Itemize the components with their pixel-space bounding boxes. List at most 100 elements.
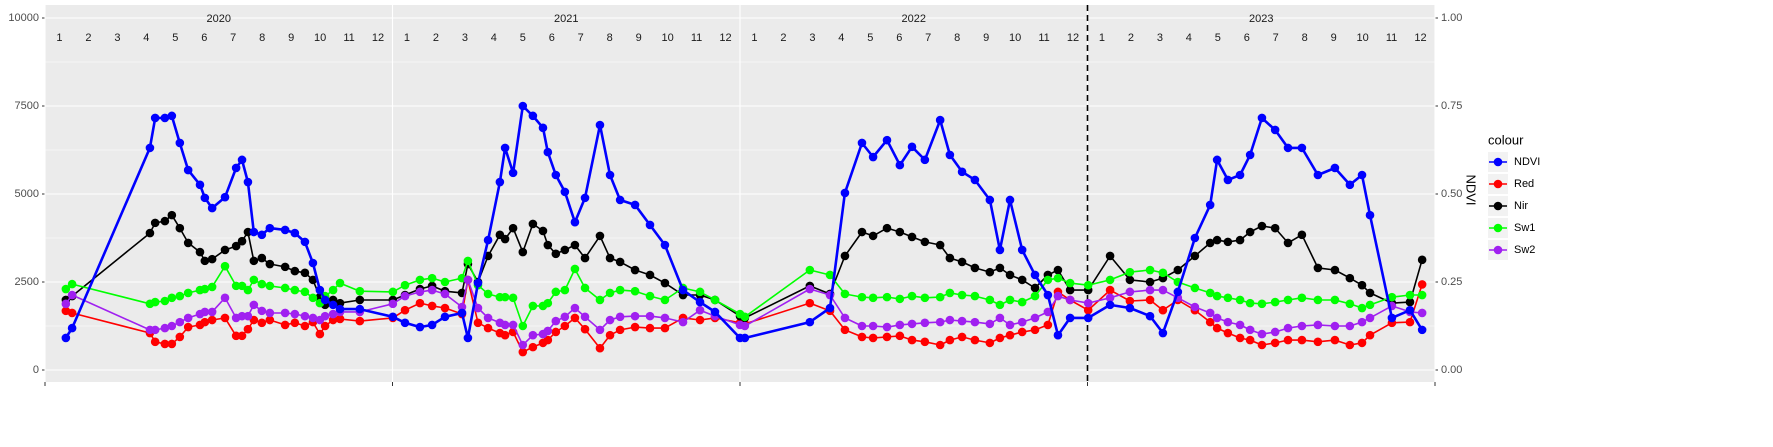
data-point xyxy=(740,312,750,322)
data-point xyxy=(1345,321,1355,331)
data-point xyxy=(500,143,510,153)
month-label: 10 xyxy=(314,32,326,44)
data-point xyxy=(945,335,955,345)
y2-tick-label: 0.25 xyxy=(1441,276,1462,288)
data-point xyxy=(508,293,518,303)
data-point xyxy=(308,313,318,323)
data-point xyxy=(1053,273,1063,283)
data-point xyxy=(1017,327,1027,337)
data-point xyxy=(473,318,483,328)
data-point xyxy=(1417,290,1427,300)
legend-point xyxy=(1493,245,1503,255)
data-point xyxy=(415,287,425,297)
data-point xyxy=(1083,313,1093,323)
data-point xyxy=(1030,283,1040,293)
data-point xyxy=(1330,335,1340,345)
month-label: 8 xyxy=(607,32,613,44)
data-point xyxy=(1205,288,1215,298)
data-point xyxy=(895,294,905,304)
data-point xyxy=(1083,280,1093,290)
data-point xyxy=(280,320,290,330)
data-point xyxy=(907,142,917,152)
data-point xyxy=(290,318,300,328)
data-point xyxy=(1345,299,1355,309)
data-point xyxy=(570,240,580,250)
data-point xyxy=(320,321,330,331)
data-point xyxy=(145,228,155,238)
data-point xyxy=(1345,340,1355,350)
data-point xyxy=(1030,270,1040,280)
data-point xyxy=(1190,283,1200,293)
month-label: 7 xyxy=(925,32,931,44)
data-point xyxy=(463,333,473,343)
data-point xyxy=(257,230,267,240)
data-point xyxy=(840,313,850,323)
data-point xyxy=(61,299,71,309)
data-point xyxy=(290,266,300,276)
month-label: 12 xyxy=(372,32,384,44)
data-point xyxy=(308,275,318,285)
data-point xyxy=(183,322,193,332)
data-point xyxy=(840,289,850,299)
data-point xyxy=(473,303,483,313)
data-point xyxy=(580,312,590,322)
legend-label: Nir xyxy=(1514,200,1528,212)
legend-label: Sw1 xyxy=(1514,222,1535,234)
data-point xyxy=(970,291,980,301)
data-point xyxy=(355,316,365,326)
data-point xyxy=(1235,333,1245,343)
data-point xyxy=(175,138,185,148)
data-point xyxy=(615,325,625,335)
data-point xyxy=(207,315,217,325)
data-point xyxy=(605,253,615,263)
month-label: 2 xyxy=(780,32,786,44)
month-label: 9 xyxy=(1331,32,1337,44)
data-point xyxy=(528,301,538,311)
data-point xyxy=(249,300,259,310)
data-point xyxy=(300,287,310,297)
data-point xyxy=(1283,238,1293,248)
data-point xyxy=(1235,320,1245,330)
data-point xyxy=(595,295,605,305)
data-point xyxy=(945,315,955,325)
data-point xyxy=(415,275,425,285)
data-point xyxy=(882,322,892,332)
data-point xyxy=(1223,237,1233,247)
data-point xyxy=(1017,317,1027,327)
data-point xyxy=(615,285,625,295)
data-point xyxy=(605,170,615,180)
data-point xyxy=(175,332,185,342)
data-point xyxy=(957,316,967,326)
data-point xyxy=(857,138,867,148)
data-point xyxy=(300,311,310,321)
data-point xyxy=(970,317,980,327)
data-point xyxy=(1212,313,1222,323)
data-point xyxy=(630,322,640,332)
data-point xyxy=(857,321,867,331)
legend-point xyxy=(1493,223,1503,233)
data-point xyxy=(945,150,955,160)
series xyxy=(61,101,1427,343)
data-point xyxy=(957,257,967,267)
data-point xyxy=(615,195,625,205)
data-point xyxy=(551,249,561,259)
data-point xyxy=(551,316,561,326)
data-point xyxy=(580,324,590,334)
month-label: 7 xyxy=(1273,32,1279,44)
data-point xyxy=(1270,223,1280,233)
data-point xyxy=(160,323,170,333)
data-point xyxy=(355,286,365,296)
data-point xyxy=(220,192,230,202)
data-point xyxy=(1357,303,1367,313)
data-point xyxy=(355,304,365,314)
data-point xyxy=(660,240,670,250)
data-point xyxy=(415,298,425,308)
data-point xyxy=(388,312,398,322)
data-point xyxy=(995,263,1005,273)
month-label: 9 xyxy=(288,32,294,44)
data-point xyxy=(290,285,300,295)
data-point xyxy=(518,321,528,331)
data-point xyxy=(543,326,553,336)
data-point xyxy=(595,325,605,335)
data-point xyxy=(1235,295,1245,305)
